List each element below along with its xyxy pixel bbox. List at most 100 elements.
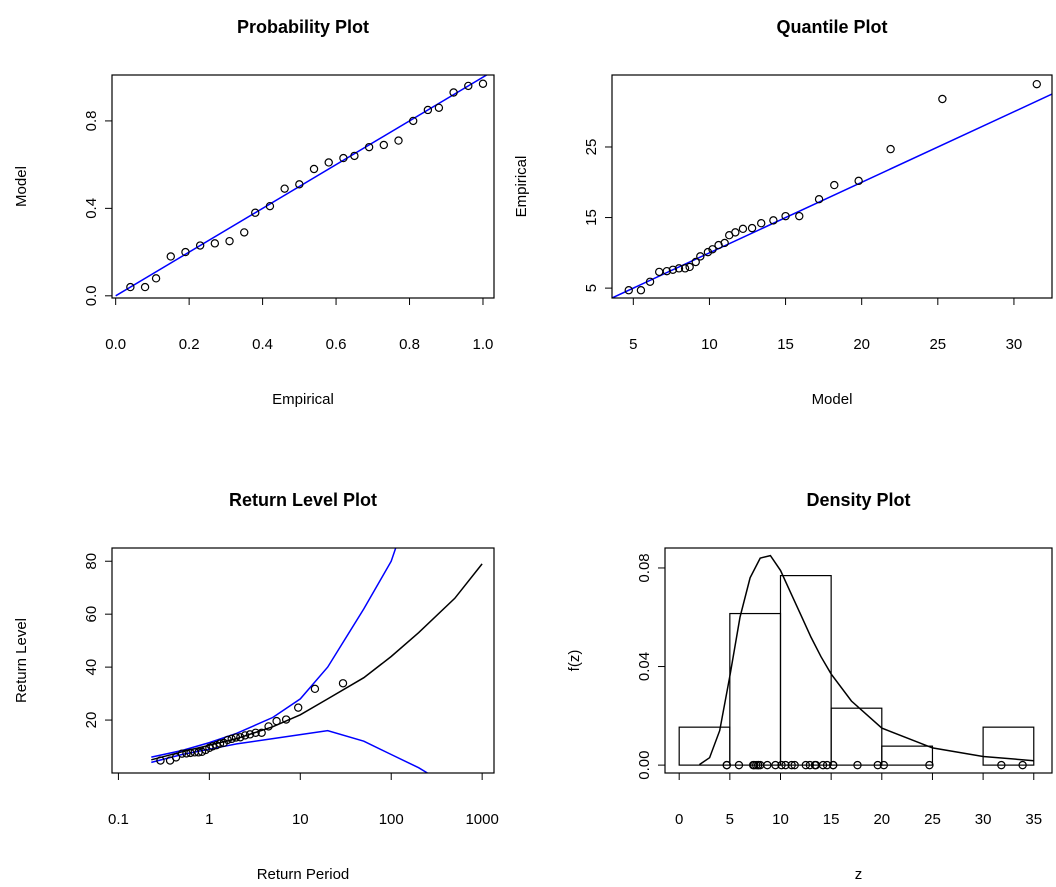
y-tick-label: 15 [583,209,600,226]
y-tick-label: 80 [83,553,100,570]
point [225,236,234,246]
point [636,286,646,295]
x-tick-label: 15 [777,336,794,353]
point [757,218,766,228]
y-tick-label: 0.04 [636,652,653,681]
panel-title: Probability Plot [237,17,369,37]
y-tick-label: 5 [583,284,600,292]
plot-frame [611,74,1053,299]
point [294,703,303,712]
point [281,715,291,724]
x-tick-label: 30 [1006,336,1023,353]
plot-area [151,548,483,773]
x-tick-label: 0.0 [105,336,126,353]
point [186,748,195,758]
point [339,153,348,163]
x-tick-label: 1.0 [473,336,494,353]
rug-point [734,760,744,770]
plot-area [612,79,1052,298]
point [769,216,778,225]
point [240,731,250,740]
point [364,142,374,152]
rug-point [879,760,889,770]
point [245,730,255,739]
x-tick-label: 1000 [465,811,498,828]
rug-point [787,760,796,770]
point [338,679,348,688]
rug-point [828,760,838,770]
panel: Probability Plot Empirical Model 0.0 0.2 0.4 0… [13,17,495,408]
point [295,180,304,189]
y-tick-label: 0.4 [83,198,100,219]
point [236,733,245,742]
curve [612,93,1052,298]
point [240,228,249,237]
x-tick-label: 0.8 [399,336,420,353]
x-tick-label: 10 [701,336,718,353]
point [795,211,804,221]
point [265,201,275,211]
x-axis-label: z [855,866,863,883]
point [938,94,947,104]
point [208,742,217,751]
y-tick-label: 0.08 [636,553,653,582]
point [434,103,444,112]
rug-point [781,760,790,770]
point [691,257,700,267]
point [394,136,403,145]
rug-point [763,760,772,770]
bar [830,707,883,766]
point [738,224,748,234]
y-axis-label: Model [13,166,30,207]
point [231,733,241,742]
point [140,282,150,292]
curve [151,563,483,761]
bar [678,726,731,766]
rug-point [771,760,780,770]
point [1032,79,1041,89]
y-axis-label: Empirical [513,156,530,218]
plot-frame [111,547,495,774]
y-axis-label: f(z) [566,650,583,672]
x-tick-label: 5 [726,811,734,828]
point [854,176,863,186]
point [350,151,359,161]
point [830,180,839,190]
point [645,277,655,286]
rug-point [1018,760,1027,770]
point [227,734,236,744]
plot-frame [111,74,495,299]
rug-point [822,760,832,770]
y-axis-label: Return Level [13,618,30,703]
x-axis-label: Empirical [272,391,334,408]
point [654,267,664,277]
point [662,266,672,276]
panel-title: Quantile Plot [776,17,887,37]
y-tick-label: 0.00 [636,751,653,780]
x-tick-label: 0.4 [252,336,273,353]
point [781,211,790,221]
y-tick-label: 40 [83,659,100,676]
panel-title: Return Level Plot [229,490,377,510]
bar [779,575,832,766]
x-axis-label: Model [812,391,853,408]
rug-point [790,760,799,770]
bar [881,745,934,766]
rug-point [818,760,828,770]
y-tick-label: 0.0 [83,285,100,306]
point [309,164,319,174]
point [181,247,190,257]
point [324,158,333,167]
rug-point [777,760,786,770]
point [624,286,633,295]
point [731,228,740,237]
point [720,238,729,248]
point [272,716,281,726]
point [668,265,678,274]
x-tick-label: 30 [975,811,992,828]
point [886,144,895,154]
rug-point [873,760,882,770]
rug-point [722,760,731,770]
panel: Return Level Plot Return Period Return Lev… [13,490,499,883]
y-tick-label: 60 [83,606,100,623]
